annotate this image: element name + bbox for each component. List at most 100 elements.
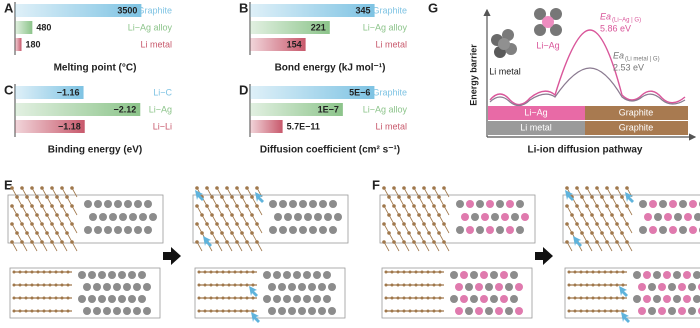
atom bbox=[382, 186, 386, 190]
atom bbox=[225, 186, 229, 190]
atom bbox=[25, 213, 29, 217]
atom bbox=[251, 309, 255, 313]
atom bbox=[678, 283, 686, 291]
atom bbox=[36, 309, 40, 313]
atom bbox=[486, 226, 494, 234]
atom bbox=[668, 283, 676, 291]
atom bbox=[303, 271, 311, 279]
atom bbox=[461, 213, 469, 221]
arrow bbox=[255, 192, 264, 203]
atom bbox=[12, 296, 16, 300]
atom bbox=[408, 283, 412, 287]
atom bbox=[603, 270, 607, 274]
atom bbox=[133, 283, 141, 291]
atom bbox=[426, 309, 430, 313]
atom bbox=[240, 231, 244, 235]
atom bbox=[534, 24, 546, 36]
atom bbox=[251, 270, 255, 274]
atom bbox=[471, 213, 479, 221]
value-label: 154 bbox=[287, 39, 302, 49]
atom bbox=[597, 283, 601, 287]
atom bbox=[402, 283, 406, 287]
arrow bbox=[573, 236, 582, 247]
x-axis-label: Diffusion coefficient (cm² s⁻¹) bbox=[260, 145, 400, 156]
atom bbox=[456, 226, 464, 234]
atom bbox=[60, 309, 64, 313]
atom bbox=[575, 222, 579, 226]
layer-label: Graphite bbox=[619, 122, 654, 132]
atom bbox=[567, 296, 571, 300]
atom bbox=[417, 231, 421, 235]
atom bbox=[298, 283, 306, 291]
atom bbox=[603, 296, 607, 300]
atom bbox=[658, 283, 666, 291]
cell bbox=[564, 267, 700, 319]
bar bbox=[250, 120, 283, 133]
x-axis-label: Bond energy (kJ mol⁻¹) bbox=[275, 63, 386, 74]
atom bbox=[269, 200, 277, 208]
atom bbox=[500, 295, 508, 303]
atom bbox=[195, 186, 199, 190]
atom bbox=[88, 295, 96, 303]
atom bbox=[98, 271, 106, 279]
arrow bbox=[203, 236, 212, 247]
atom bbox=[470, 271, 478, 279]
atom bbox=[402, 240, 406, 244]
atom bbox=[496, 226, 504, 234]
atom bbox=[585, 240, 589, 244]
atom bbox=[465, 307, 473, 315]
atom bbox=[506, 200, 514, 208]
arrow bbox=[535, 247, 553, 265]
atom bbox=[240, 195, 244, 199]
atom bbox=[319, 226, 327, 234]
atom bbox=[432, 296, 436, 300]
atom bbox=[65, 213, 69, 217]
atom bbox=[303, 295, 311, 303]
atom bbox=[683, 295, 691, 303]
atom bbox=[590, 231, 594, 235]
value-label: −2.12 bbox=[113, 104, 136, 114]
atom bbox=[620, 195, 624, 199]
value-label: 5.7E−11 bbox=[287, 121, 320, 131]
atom bbox=[609, 296, 613, 300]
atom bbox=[203, 296, 207, 300]
atom bbox=[414, 283, 418, 287]
atom bbox=[432, 270, 436, 274]
atom bbox=[10, 240, 14, 244]
atom bbox=[402, 204, 406, 208]
atom bbox=[437, 213, 441, 217]
atom bbox=[674, 213, 682, 221]
atom bbox=[289, 226, 297, 234]
atom bbox=[40, 240, 44, 244]
atom bbox=[579, 283, 583, 287]
energy-curve bbox=[489, 67, 686, 107]
atom bbox=[542, 16, 554, 28]
bar bbox=[15, 86, 84, 99]
atom bbox=[250, 195, 254, 199]
atom bbox=[195, 204, 199, 208]
atom bbox=[591, 270, 595, 274]
atom bbox=[215, 283, 219, 287]
atom bbox=[573, 309, 577, 313]
atom bbox=[274, 213, 282, 221]
atom bbox=[590, 195, 594, 199]
atom bbox=[30, 270, 34, 274]
atom bbox=[10, 222, 14, 226]
arrow bbox=[619, 286, 628, 297]
atom bbox=[200, 213, 204, 217]
value-label: 3500 bbox=[117, 5, 137, 15]
atom bbox=[683, 271, 691, 279]
atom bbox=[438, 283, 442, 287]
atom bbox=[669, 200, 677, 208]
atom bbox=[99, 213, 107, 221]
atom bbox=[565, 204, 569, 208]
atom bbox=[633, 295, 641, 303]
atom bbox=[422, 186, 426, 190]
atom bbox=[143, 283, 151, 291]
atom bbox=[284, 213, 292, 221]
atom bbox=[197, 270, 201, 274]
atom bbox=[417, 213, 421, 217]
atom bbox=[235, 186, 239, 190]
category-label: Li−Ag bbox=[149, 104, 172, 114]
atom bbox=[209, 283, 213, 287]
